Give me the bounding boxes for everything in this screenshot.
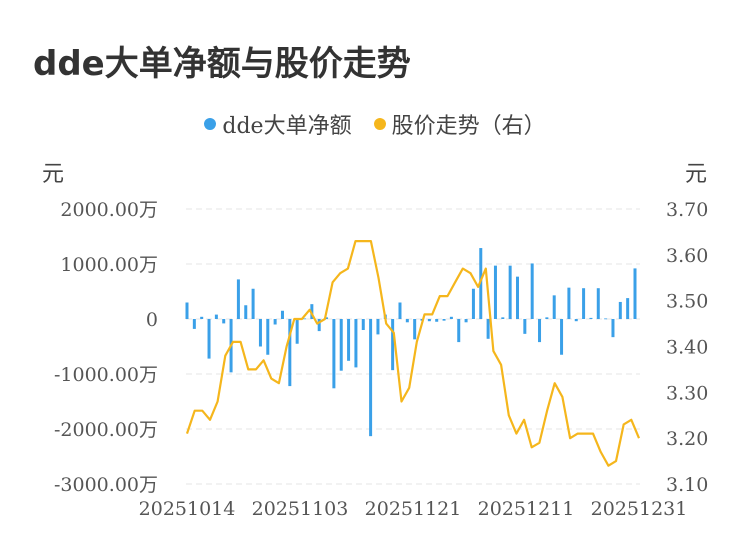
- x-axis-ticks: 20251014 20251103 20251121 20251211 20251231: [139, 498, 688, 520]
- bar[interactable]: [618, 301, 622, 319]
- bar[interactable]: [325, 317, 329, 319]
- bar[interactable]: [501, 317, 505, 319]
- bar[interactable]: [552, 295, 556, 319]
- right-tick-label: 3.40: [666, 337, 708, 359]
- x-tick-label: 20251121: [365, 498, 462, 520]
- bar[interactable]: [376, 319, 380, 335]
- bar[interactable]: [200, 316, 204, 319]
- bar[interactable]: [545, 317, 549, 319]
- bar[interactable]: [515, 276, 519, 319]
- bar[interactable]: [413, 319, 417, 340]
- bar[interactable]: [405, 319, 409, 323]
- bar[interactable]: [391, 319, 395, 371]
- left-tick-label: 1000.00万: [60, 254, 158, 276]
- bar-series: [185, 248, 637, 437]
- left-axis-ticks: 2000.00万 1000.00万 0 -1000.00万 -2000.00万 -3000…: [54, 199, 158, 496]
- bar[interactable]: [523, 319, 527, 334]
- legend-item-dde[interactable]: dde大单净额: [204, 108, 352, 140]
- bar[interactable]: [185, 302, 189, 320]
- legend-label-price: 股价走势（右）: [391, 114, 546, 139]
- bar[interactable]: [589, 317, 593, 319]
- bar[interactable]: [295, 319, 299, 344]
- bar[interactable]: [633, 268, 637, 319]
- left-tick-label: 0: [146, 309, 158, 331]
- bar[interactable]: [207, 319, 211, 359]
- line-series: [185, 240, 641, 467]
- x-tick-label: 20251014: [139, 498, 236, 520]
- right-tick-label: 3.20: [666, 428, 708, 450]
- legend-label-dde: dde大单净额: [222, 114, 352, 139]
- bar[interactable]: [464, 319, 468, 323]
- bar[interactable]: [354, 319, 358, 368]
- bar[interactable]: [449, 316, 453, 319]
- right-axis-ticks: 3.70 3.60 3.50 3.40 3.30 3.20 3.10: [666, 199, 708, 496]
- right-axis-unit: 元: [685, 162, 708, 187]
- x-tick-label: 20251211: [478, 498, 575, 520]
- bar[interactable]: [479, 248, 483, 319]
- left-tick-label: -1000.00万: [54, 364, 158, 386]
- bar[interactable]: [596, 288, 600, 319]
- bar[interactable]: [244, 305, 248, 319]
- x-tick-label: 20251103: [252, 498, 349, 520]
- left-tick-label: -2000.00万: [54, 419, 158, 441]
- bar[interactable]: [332, 319, 336, 389]
- legend-dot-dde: [204, 118, 217, 130]
- bar[interactable]: [280, 310, 284, 319]
- bar[interactable]: [236, 279, 240, 319]
- bar[interactable]: [347, 319, 351, 361]
- bar[interactable]: [369, 319, 373, 437]
- right-tick-label: 3.30: [666, 382, 708, 404]
- bar[interactable]: [273, 319, 277, 325]
- bar[interactable]: [258, 319, 262, 347]
- bar[interactable]: [317, 319, 321, 332]
- right-tick-label: 3.10: [666, 474, 708, 496]
- bar[interactable]: [310, 304, 314, 319]
- left-axis-unit: 元: [42, 162, 65, 187]
- right-tick-label: 3.70: [666, 199, 708, 221]
- price-line[interactable]: [185, 240, 641, 467]
- left-tick-label: -3000.00万: [54, 474, 158, 496]
- bar[interactable]: [626, 298, 630, 319]
- bar[interactable]: [567, 287, 571, 319]
- bar[interactable]: [192, 319, 196, 329]
- bar[interactable]: [471, 288, 475, 319]
- bar[interactable]: [560, 319, 564, 355]
- legend-dot-price: [373, 118, 386, 130]
- bar[interactable]: [582, 288, 586, 319]
- bar[interactable]: [251, 288, 255, 319]
- bar[interactable]: [508, 265, 512, 319]
- bar[interactable]: [530, 263, 534, 319]
- bar[interactable]: [604, 318, 608, 320]
- bar[interactable]: [303, 318, 307, 320]
- bar[interactable]: [222, 319, 226, 324]
- legend-item-price[interactable]: 股价走势（右）: [373, 108, 546, 140]
- bar[interactable]: [538, 319, 542, 343]
- right-tick-label: 3.50: [666, 291, 708, 313]
- bar[interactable]: [288, 319, 292, 387]
- bar[interactable]: [398, 302, 402, 320]
- bar[interactable]: [611, 319, 615, 338]
- right-tick-label: 3.60: [666, 245, 708, 267]
- bar[interactable]: [339, 319, 343, 371]
- chart-legend: dde大单净额 股价走势（右）: [0, 108, 750, 140]
- bar[interactable]: [427, 319, 431, 322]
- x-tick-label: 20251231: [591, 498, 688, 520]
- bar[interactable]: [457, 319, 461, 343]
- bar[interactable]: [214, 314, 218, 319]
- grid-lines: [186, 208, 640, 485]
- bar[interactable]: [574, 319, 578, 322]
- bar[interactable]: [442, 319, 446, 321]
- bar[interactable]: [266, 319, 270, 355]
- bar[interactable]: [493, 265, 497, 319]
- chart-title: dde大单净额与股价走势: [33, 44, 411, 84]
- bar[interactable]: [486, 319, 490, 339]
- left-tick-label: 2000.00万: [60, 199, 158, 221]
- bar[interactable]: [435, 319, 439, 322]
- bar[interactable]: [361, 319, 365, 330]
